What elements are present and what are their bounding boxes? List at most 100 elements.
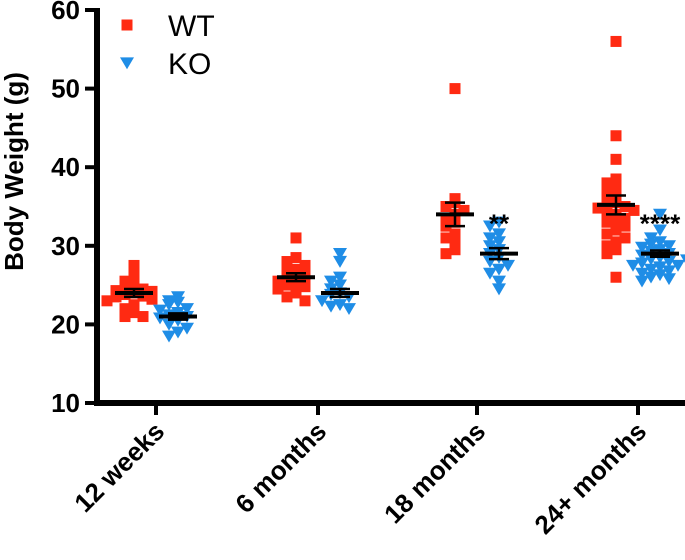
wt-point-24-months — [610, 130, 622, 142]
wt-point-6-months — [281, 291, 293, 303]
ko-point-24-months — [662, 273, 676, 286]
wt-point-12-weeks — [119, 281, 131, 293]
data-marks — [101, 35, 685, 343]
ko-point-6-months — [315, 295, 329, 308]
ko-point-6-months — [324, 275, 338, 288]
ko-point-18-months — [492, 263, 506, 276]
significance-label: ** — [489, 208, 510, 238]
wt-point-24-months — [610, 236, 622, 248]
legend-marker-ko — [120, 57, 134, 70]
wt-point-12-weeks — [146, 293, 158, 305]
ko-point-6-months — [333, 279, 347, 292]
wt-point-6-months — [281, 279, 293, 291]
wt-point-12-weeks — [119, 303, 131, 315]
wt-point-24-months — [610, 35, 622, 47]
y-tick-label: 10 — [51, 388, 80, 418]
wt-point-6-months — [290, 278, 302, 290]
wt-point-12-weeks — [128, 299, 140, 311]
wt-point-24-months — [592, 202, 604, 214]
ko-point-6-months — [342, 303, 356, 315]
wt-point-24-months — [610, 271, 622, 283]
wt-point-6-months — [272, 283, 284, 295]
chart-text: Body Weight (g) ** **** — [0, 72, 681, 271]
legend: WT KO — [120, 10, 215, 81]
ko-point-6-months — [324, 300, 338, 313]
ko-point-24-months — [680, 254, 685, 263]
ko-point-18-months — [501, 259, 515, 272]
wt-point-12-weeks — [110, 291, 122, 303]
wt-point-6-months — [290, 287, 302, 299]
legend-label-ko: KO — [168, 48, 211, 81]
ko-point-24-months — [662, 240, 676, 253]
wt-point-6-months — [281, 265, 293, 277]
wt-point-24-months — [601, 193, 613, 205]
ko-point-18-months — [492, 216, 506, 229]
wt-point-24-months — [619, 220, 631, 232]
ko-point-12-weeks — [180, 303, 194, 315]
wt-point-24-months — [601, 210, 613, 222]
wt-point-6-months — [290, 232, 302, 244]
wt-point-12-weeks — [119, 311, 131, 323]
ko-point-24-months — [635, 275, 649, 288]
x-tick-label: 24+ months — [528, 416, 652, 540]
ko-point-24-months — [626, 259, 640, 272]
wt-point-24-months — [610, 224, 622, 236]
ko-point-18-months — [483, 240, 497, 253]
wt-point-24-months — [601, 248, 613, 260]
ko-point-18-months — [492, 275, 506, 288]
wt-point-18-months — [440, 212, 452, 224]
wt-point-6-months — [299, 295, 311, 307]
y-tick-label: 30 — [51, 231, 80, 261]
wt-point-18-months — [449, 228, 461, 240]
ko-point-12-weeks — [162, 299, 176, 312]
ko-point-12-weeks — [153, 304, 167, 317]
ko-point-18-months — [483, 267, 497, 280]
ko-point-12-weeks — [171, 326, 185, 339]
ko-point-12-weeks — [162, 330, 176, 343]
legend-label-wt: WT — [168, 10, 215, 43]
wt-point-12-weeks — [110, 285, 122, 297]
x-tick-label: 12 weeks — [68, 416, 170, 518]
wt-point-12-weeks — [137, 311, 149, 323]
ko-point-24-months — [671, 259, 685, 272]
ko-point-24-months — [662, 265, 676, 278]
wt-point-18-months — [440, 232, 452, 244]
wt-point-24-months — [601, 216, 613, 228]
wt-point-24-months — [610, 181, 622, 193]
wt-point-18-months — [449, 244, 461, 256]
ko-point-6-months — [333, 271, 347, 284]
ko-point-24-months — [644, 238, 658, 251]
wt-point-12-weeks — [128, 307, 140, 319]
ko-point-24-months — [644, 232, 658, 245]
wt-point-18-months — [440, 248, 452, 260]
ko-point-12-weeks — [180, 322, 194, 335]
y-tick-label: 20 — [51, 309, 80, 339]
y-tick-label: 40 — [51, 152, 80, 182]
ko-point-24-months — [662, 255, 676, 268]
wt-point-12-weeks — [128, 279, 140, 291]
wt-point-6-months — [299, 259, 311, 271]
y-axis-label: Body Weight (g) — [0, 72, 29, 271]
wt-point-6-months — [290, 252, 302, 264]
wt-point-24-months — [601, 177, 613, 189]
wt-point-24-months — [601, 228, 613, 240]
ko-point-6-months — [333, 255, 347, 268]
wt-point-24-months — [610, 173, 622, 185]
y-tick-label: 50 — [51, 74, 80, 104]
wt-point-24-months — [601, 185, 613, 197]
wt-point-24-months — [601, 240, 613, 252]
ko-point-24-months — [635, 267, 649, 280]
wt-point-6-months — [281, 256, 293, 268]
wt-point-12-weeks — [128, 261, 140, 273]
ko-point-24-months — [635, 241, 649, 254]
ko-point-24-months — [653, 208, 667, 221]
y-tick-label: 60 — [51, 0, 80, 25]
wt-point-6-months — [290, 263, 302, 275]
wt-point-12-weeks — [101, 295, 113, 307]
wt-point-18-months — [458, 204, 470, 216]
x-tick-label: 6 months — [229, 416, 332, 519]
wt-point-12-weeks — [119, 275, 131, 287]
x-tick-label: 18 months — [378, 416, 491, 529]
wt-point-6-months — [272, 275, 284, 287]
